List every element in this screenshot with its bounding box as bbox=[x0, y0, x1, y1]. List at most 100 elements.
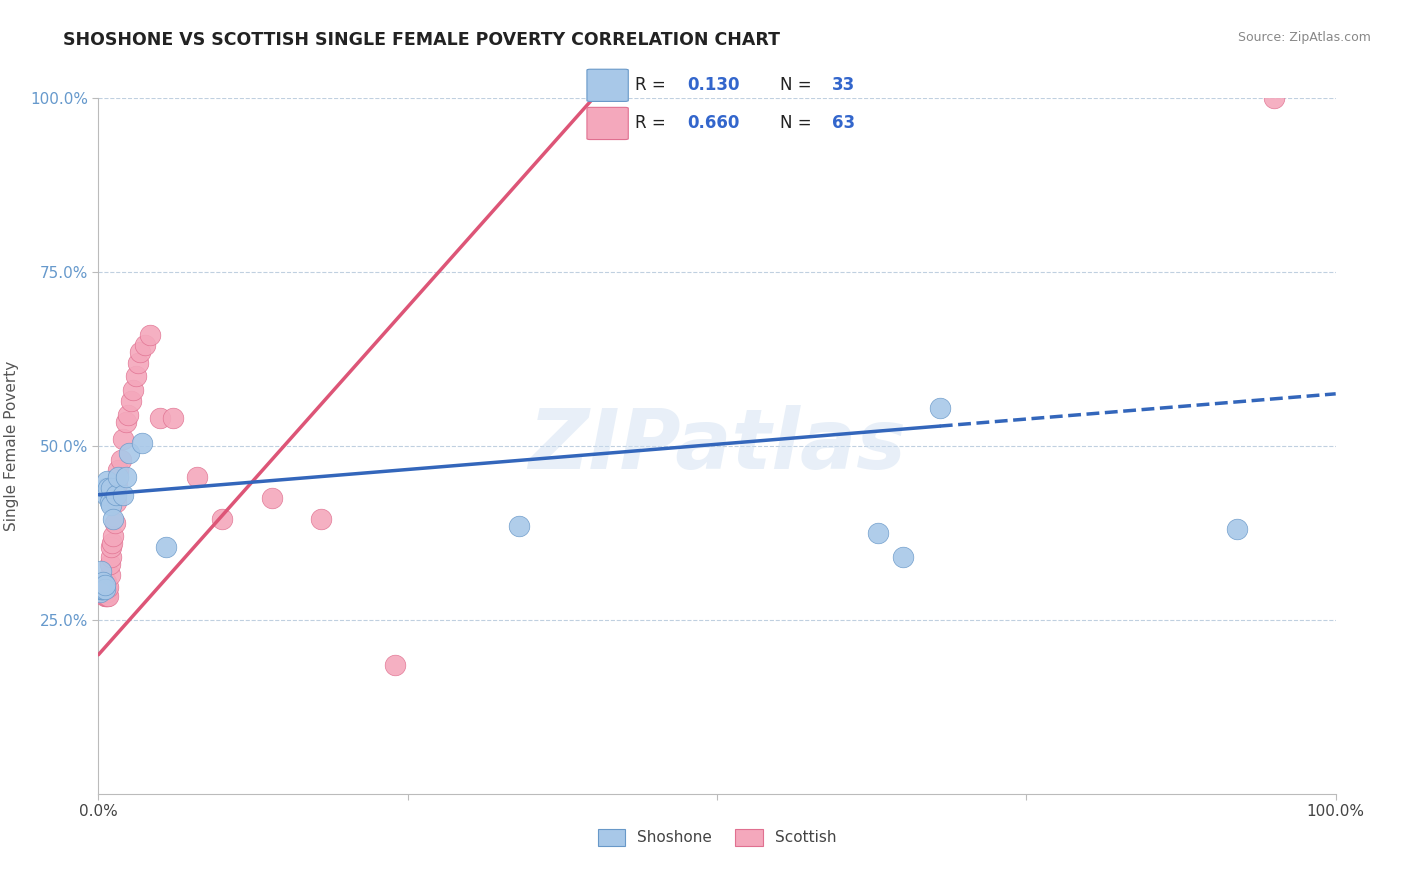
Point bbox=[93, 589, 115, 603]
Point bbox=[155, 540, 177, 554]
Point bbox=[96, 585, 118, 599]
Point bbox=[162, 411, 184, 425]
Point bbox=[129, 345, 152, 359]
Point bbox=[91, 582, 114, 596]
Point bbox=[91, 580, 114, 594]
Point bbox=[94, 488, 117, 502]
Point bbox=[928, 401, 950, 415]
Point bbox=[90, 585, 112, 599]
Point bbox=[89, 585, 111, 599]
Point bbox=[103, 529, 125, 543]
Point bbox=[131, 435, 153, 450]
Point bbox=[93, 578, 115, 592]
Text: 33: 33 bbox=[831, 77, 855, 95]
Point bbox=[114, 415, 136, 429]
Point bbox=[91, 582, 114, 596]
Point bbox=[90, 582, 112, 597]
Text: N =: N = bbox=[780, 114, 817, 132]
Text: ZIPatlas: ZIPatlas bbox=[529, 406, 905, 486]
Text: 0.130: 0.130 bbox=[688, 77, 740, 95]
Point bbox=[112, 488, 135, 502]
Point bbox=[93, 583, 115, 598]
Point bbox=[97, 589, 120, 603]
Point bbox=[104, 494, 127, 508]
Point bbox=[149, 411, 172, 425]
Text: 0.660: 0.660 bbox=[688, 114, 740, 132]
Point bbox=[93, 586, 115, 600]
Point bbox=[89, 582, 111, 596]
Point bbox=[105, 477, 128, 491]
Text: 63: 63 bbox=[831, 114, 855, 132]
Y-axis label: Single Female Poverty: Single Female Poverty bbox=[4, 361, 18, 531]
Point bbox=[89, 583, 111, 598]
Point bbox=[100, 540, 122, 554]
Point bbox=[94, 574, 117, 589]
Point bbox=[117, 408, 139, 422]
Point bbox=[100, 498, 122, 512]
Point bbox=[93, 582, 115, 596]
Point bbox=[90, 582, 112, 596]
Point bbox=[1263, 91, 1285, 105]
Point bbox=[98, 567, 121, 582]
Point bbox=[91, 582, 114, 596]
Point bbox=[508, 519, 530, 533]
Point bbox=[127, 355, 149, 369]
Point bbox=[107, 470, 129, 484]
Text: R =: R = bbox=[636, 77, 671, 95]
Point bbox=[97, 481, 120, 495]
Point bbox=[97, 580, 120, 594]
Point bbox=[93, 578, 115, 592]
Point bbox=[211, 512, 233, 526]
Point bbox=[96, 474, 118, 488]
Point bbox=[120, 393, 142, 408]
Point bbox=[124, 369, 146, 384]
Point bbox=[122, 384, 145, 398]
Point bbox=[101, 536, 124, 550]
Point bbox=[186, 470, 208, 484]
Point bbox=[91, 586, 114, 600]
Point bbox=[100, 550, 122, 565]
Text: Source: ZipAtlas.com: Source: ZipAtlas.com bbox=[1237, 31, 1371, 45]
Point bbox=[93, 582, 115, 596]
Point bbox=[93, 582, 115, 596]
Point bbox=[103, 512, 125, 526]
Point bbox=[139, 327, 162, 342]
Point bbox=[94, 585, 117, 599]
Point bbox=[98, 494, 121, 508]
Legend: Shoshone, Scottish: Shoshone, Scottish bbox=[592, 822, 842, 853]
Point bbox=[94, 582, 117, 596]
Point bbox=[100, 481, 122, 495]
Text: R =: R = bbox=[636, 114, 671, 132]
Point bbox=[91, 580, 114, 594]
Point bbox=[112, 432, 135, 446]
Point bbox=[89, 578, 111, 592]
FancyBboxPatch shape bbox=[586, 70, 628, 102]
Point bbox=[90, 582, 112, 596]
Point bbox=[93, 582, 115, 596]
Point bbox=[89, 581, 111, 595]
Point bbox=[94, 481, 117, 495]
Point bbox=[260, 491, 283, 505]
Point bbox=[93, 585, 115, 599]
Text: N =: N = bbox=[780, 77, 817, 95]
FancyBboxPatch shape bbox=[586, 107, 628, 139]
Point bbox=[91, 582, 114, 597]
Point bbox=[89, 578, 111, 592]
Point bbox=[104, 488, 127, 502]
Point bbox=[384, 658, 406, 673]
Point bbox=[90, 578, 112, 592]
Point bbox=[93, 574, 115, 589]
Point bbox=[107, 463, 129, 477]
Point bbox=[103, 516, 125, 530]
Point bbox=[89, 582, 111, 596]
Point bbox=[114, 470, 136, 484]
Point bbox=[96, 582, 118, 596]
Point bbox=[118, 446, 141, 460]
Point bbox=[91, 576, 114, 591]
Point bbox=[110, 453, 132, 467]
Point bbox=[89, 580, 111, 594]
Point bbox=[1226, 523, 1249, 537]
Point bbox=[93, 576, 115, 591]
Text: SHOSHONE VS SCOTTISH SINGLE FEMALE POVERTY CORRELATION CHART: SHOSHONE VS SCOTTISH SINGLE FEMALE POVER… bbox=[63, 31, 780, 49]
Point bbox=[866, 526, 889, 541]
